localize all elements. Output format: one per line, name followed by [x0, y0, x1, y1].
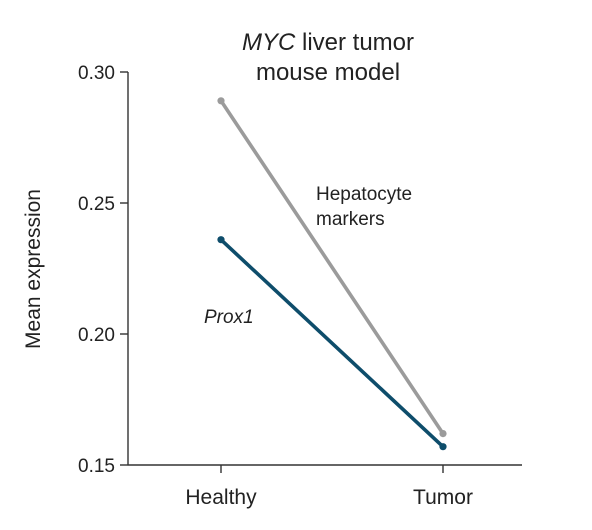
chart-title-italic: MYC [242, 29, 296, 56]
y-tick-label: 0.30 [78, 63, 115, 84]
axes: 0.15 0.20 0.25 0.30 Healthy Tumor [78, 63, 522, 509]
series-label: markers [316, 209, 385, 230]
data-point [217, 97, 225, 105]
x-tick-label: Healthy [185, 486, 257, 509]
series-line [219, 99, 445, 436]
chart-title-line1: MYC liver tumor [242, 29, 414, 56]
series-line [219, 237, 445, 449]
y-tick-label: 0.20 [78, 325, 115, 346]
data-point [217, 236, 225, 244]
data-point [439, 430, 447, 438]
x-tick-label: Tumor [413, 486, 473, 509]
chart-title-rest: liver tumor [295, 29, 414, 56]
series-label: Prox1 [204, 307, 254, 328]
y-tick-label: 0.25 [78, 194, 115, 215]
labels-layer: Hepatocyte markers Prox1 [204, 184, 412, 328]
chart-title-line2: mouse model [256, 59, 400, 86]
data-point [439, 443, 447, 451]
series-label: Hepatocyte [316, 184, 412, 205]
y-tick-label: 0.15 [78, 456, 115, 477]
series-layer [217, 97, 447, 451]
y-axis-label: Mean expression [22, 189, 45, 349]
